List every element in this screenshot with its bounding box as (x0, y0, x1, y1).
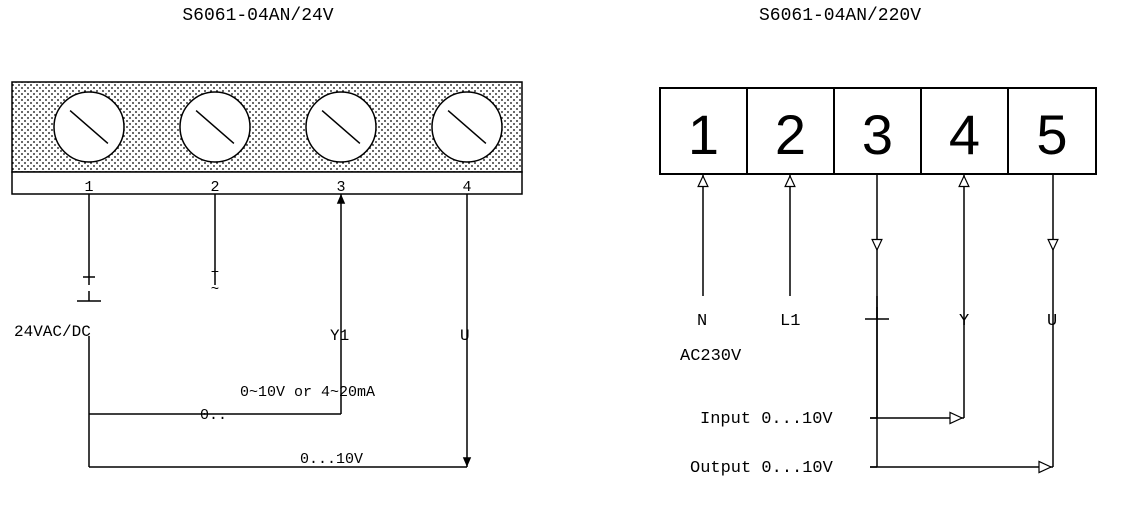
svg-text:4: 4 (462, 179, 471, 196)
svg-text:AC230V: AC230V (680, 347, 742, 366)
svg-text:0...10V: 0...10V (300, 451, 363, 468)
svg-text:1: 1 (688, 103, 719, 166)
svg-text:N: N (697, 312, 707, 331)
svg-text:S6061-04AN/24V: S6061-04AN/24V (182, 6, 333, 26)
svg-text:S6061-04AN/220V: S6061-04AN/220V (759, 6, 921, 26)
svg-text:Y1: Y1 (330, 327, 349, 345)
svg-text:Input 0...10V: Input 0...10V (700, 410, 833, 429)
svg-text:+: + (211, 265, 219, 281)
svg-text:U: U (1047, 312, 1057, 331)
svg-text:~: ~ (211, 282, 219, 298)
wiring-diagram: S6061-04AN/24V1234+~24VAC/DCY1U0~10V or … (0, 0, 1132, 514)
svg-text:U: U (460, 327, 470, 345)
svg-text:3: 3 (336, 179, 345, 196)
svg-text:5: 5 (1036, 103, 1067, 166)
svg-text:1: 1 (84, 179, 93, 196)
svg-text:0~10V or 4~20mA: 0~10V or 4~20mA (240, 384, 375, 401)
svg-text:3: 3 (862, 103, 893, 166)
svg-text:24VAC/DC: 24VAC/DC (14, 323, 91, 341)
svg-text:Output 0...10V: Output 0...10V (690, 459, 834, 478)
svg-text:4: 4 (949, 103, 980, 166)
svg-text:L1: L1 (780, 312, 800, 331)
svg-text:2: 2 (775, 103, 806, 166)
svg-text:Y: Y (959, 312, 969, 331)
svg-text:0..: 0.. (200, 407, 227, 424)
svg-text:2: 2 (210, 179, 219, 196)
